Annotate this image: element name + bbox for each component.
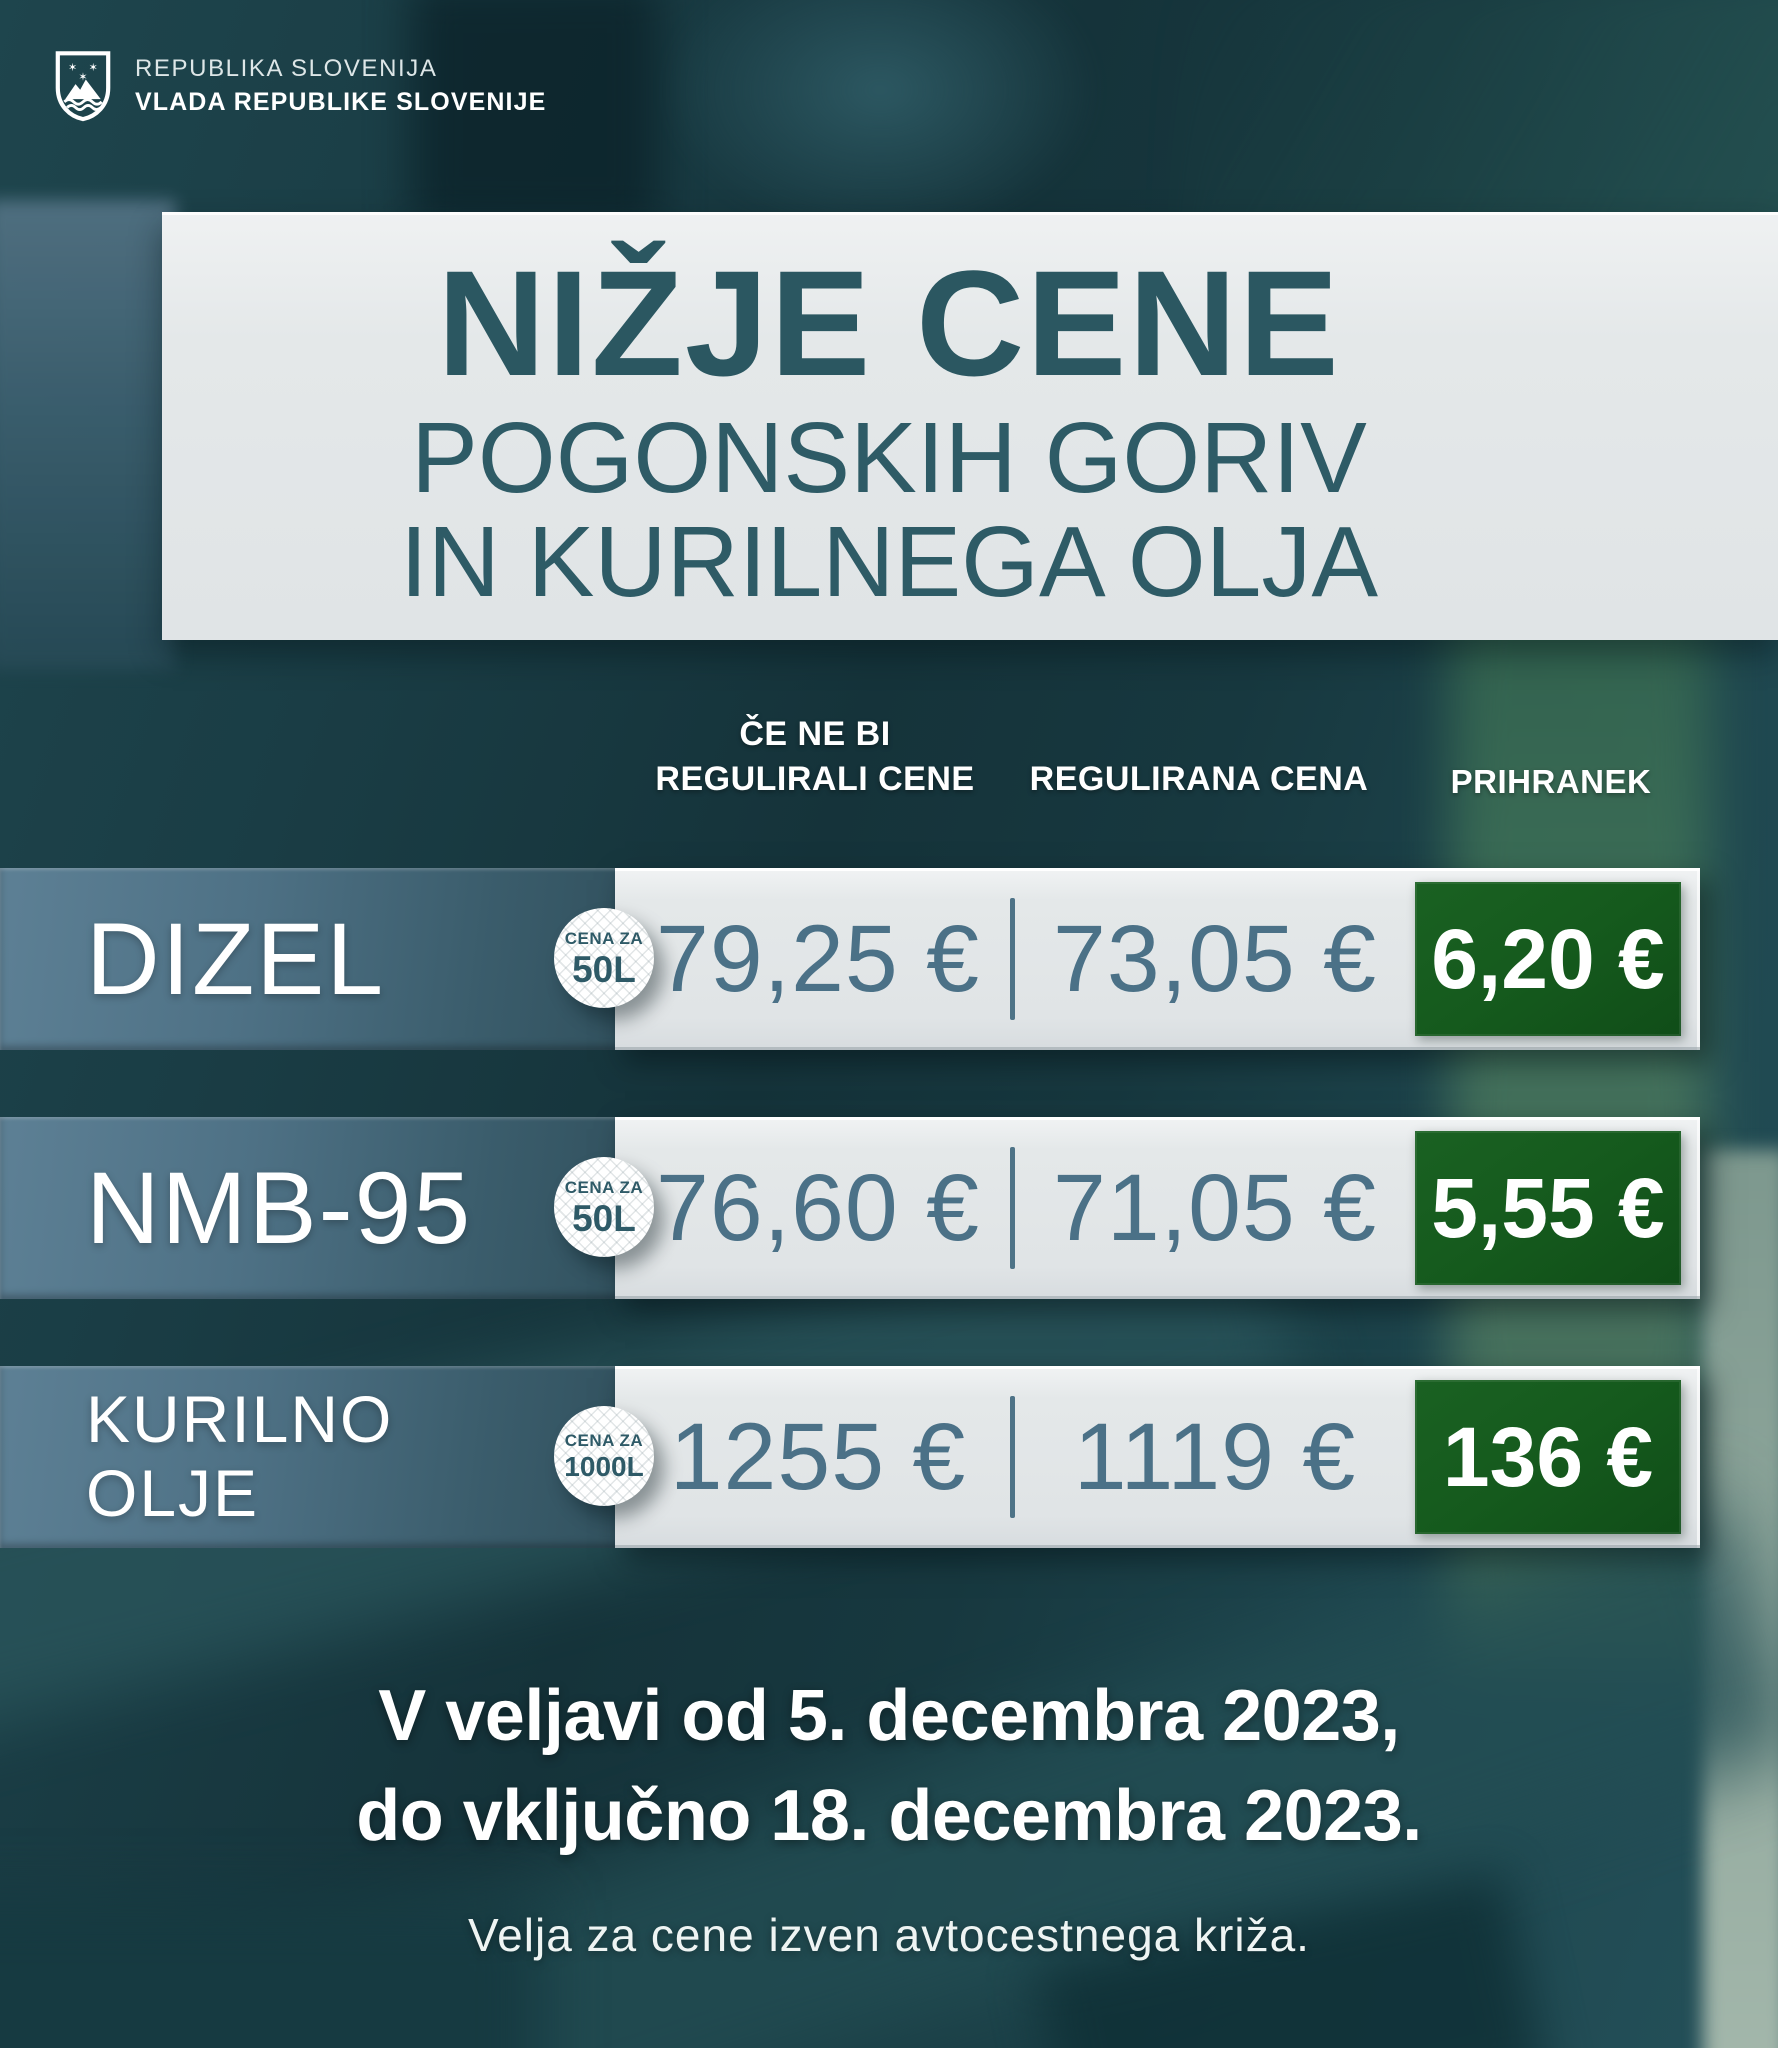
savings-badge: 136 € [1415, 1380, 1681, 1534]
fuel-name: KURILNO OLJE [86, 1382, 394, 1530]
table-row-nmb95: NMB-95 CENA ZA 50L 76,60 € 71,05 € 5,55 … [0, 1117, 1778, 1299]
price-divider [1010, 1147, 1015, 1269]
republic-line: REPUBLIKA SLOVENIJA [135, 55, 438, 82]
price-per-volume-badge: CENA ZA 1000L [554, 1406, 654, 1506]
badge-volume: 50L [572, 1197, 636, 1239]
svg-text:✶: ✶ [78, 71, 87, 83]
page-subtitle-line2: IN KURILNEGA OLJA [399, 506, 1379, 618]
column-header-regulated: REGULIRANA CENA [1029, 760, 1369, 798]
table-row-kurilno-olje: KURILNO OLJE CENA ZA 1000L 1255 € 1119 €… [0, 1366, 1778, 1548]
regulated-price: 1119 € [1073, 1403, 1357, 1510]
page-title: NIŽJE CENE [437, 239, 1341, 407]
badge-prefix: CENA ZA [564, 928, 644, 948]
page-subtitle-line1: POGONSKIH GORIV [411, 402, 1367, 514]
validity-line2: do vključno 18. decembra 2023. [356, 1776, 1422, 1856]
badge-prefix: CENA ZA [564, 1177, 644, 1197]
fuel-name: NMB-95 [86, 1150, 473, 1265]
svg-text:✶: ✶ [89, 62, 98, 74]
government-header: ✶ ✶ ✶ REPUBLIKA SLOVENIJA VLADA REPUBLIK… [55, 50, 546, 122]
validity-line1: V veljavi od 5. decembra 2023, [378, 1676, 1400, 1756]
price-divider [1010, 898, 1015, 1020]
background-diagonal-band [198, 1499, 1778, 2048]
price-per-volume-badge: CENA ZA 50L [554, 908, 654, 1008]
price-divider [1010, 1396, 1015, 1518]
fuel-name-bar [0, 868, 620, 1050]
badge-prefix: CENA ZA [564, 1431, 644, 1450]
savings-badge: 5,55 € [1415, 1131, 1681, 1285]
badge-volume: 1000L [564, 1451, 644, 1482]
fuel-name: DIZEL [86, 901, 386, 1016]
table-row-dizel: DIZEL CENA ZA 50L 79,25 € 73,05 € 6,20 € [0, 868, 1778, 1050]
regulated-price: 71,05 € [1053, 1154, 1377, 1261]
unregulated-price: 1255 € [669, 1403, 967, 1510]
unregulated-price: 76,60 € [656, 1154, 980, 1261]
validity-note: Velja za cene izven avtocestnega križa. [468, 1909, 1310, 1961]
government-line: VLADA REPUBLIKE SLOVENIJE [135, 88, 547, 116]
unregulated-price: 79,25 € [656, 905, 980, 1012]
price-per-volume-badge: CENA ZA 50L [554, 1157, 654, 1257]
government-header-text: REPUBLIKA SLOVENIJA VLADA REPUBLIKE SLOV… [135, 55, 546, 117]
coat-of-arms-icon: ✶ ✶ ✶ [55, 50, 111, 122]
column-header-unregulated: ČE NE BI REGULIRALI CENE [655, 715, 975, 798]
badge-volume: 50L [572, 948, 636, 990]
savings-badge: 6,20 € [1415, 882, 1681, 1036]
regulated-price: 73,05 € [1053, 905, 1377, 1012]
svg-text:✶: ✶ [68, 62, 77, 74]
background-top-glow [660, 0, 1100, 240]
column-header-savings: PRIHRANEK [1450, 763, 1652, 800]
